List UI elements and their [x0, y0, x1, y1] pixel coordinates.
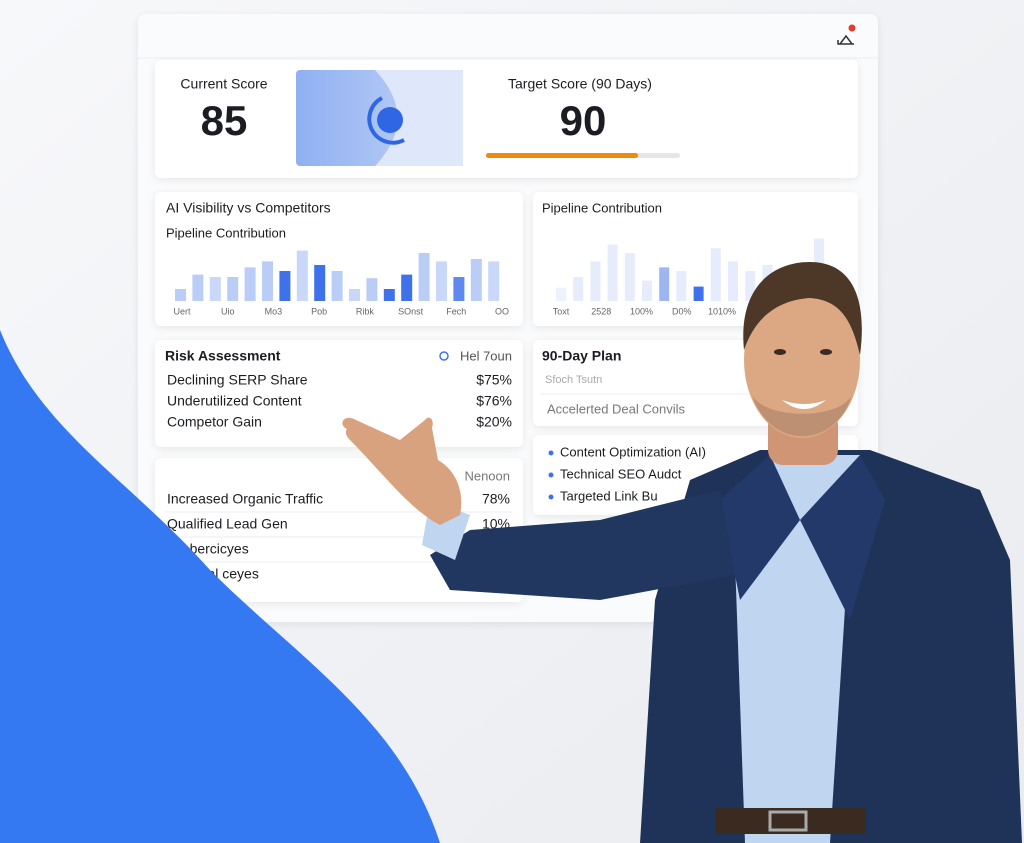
plan-subtitle: Sfoch Tsutn: [545, 374, 602, 386]
plan-title: 90-Day Plan: [542, 348, 621, 364]
bar: [401, 274, 413, 301]
bar: [192, 274, 204, 301]
risk-value: $20%: [476, 414, 512, 430]
plan-row: Accelerted Deal Convils: [547, 401, 686, 416]
bar: [331, 271, 343, 301]
outcome-value: 78%: [482, 491, 510, 507]
x-label: 2528: [591, 306, 611, 316]
presenter: [342, 262, 1022, 843]
bar: [418, 253, 430, 301]
x-label: 1010%: [708, 306, 736, 316]
bar: [728, 261, 738, 301]
bar: [296, 250, 308, 301]
bar: [659, 267, 670, 301]
risk-value: $75%: [476, 372, 512, 388]
bar: [676, 271, 687, 301]
plan-item: Technical SEO Audct: [560, 466, 682, 481]
gauge-dot: [377, 107, 403, 133]
bar: [624, 253, 635, 301]
chart-title: Pipeline Contribution: [542, 200, 662, 215]
x-label: SOnst: [398, 306, 424, 316]
chart-title: AI Visibility vs Competitors: [166, 200, 331, 216]
eye: [820, 349, 832, 355]
bar: [314, 265, 326, 301]
bar: [366, 278, 378, 301]
blue-swoosh: [0, 330, 440, 843]
bar: [175, 289, 186, 301]
outcome-item: Increased Organic Traffic: [167, 491, 323, 507]
tag-icon: [439, 351, 449, 361]
bar: [710, 248, 721, 301]
bar: [453, 277, 465, 301]
dashboard: Current Score 85 Target Score (90 Days) …: [138, 14, 878, 622]
target-label: Target Score (90 Days): [508, 76, 652, 92]
beard: [752, 395, 852, 437]
x-label: Toxt: [553, 306, 570, 316]
outcomes-header: Nenoon: [464, 468, 510, 483]
target-value: 90: [560, 97, 607, 144]
x-label: D0%: [672, 306, 692, 316]
progress-fill: [486, 153, 638, 158]
risk-tag: Hel 7oun: [460, 348, 512, 363]
face: [744, 282, 860, 438]
hand: [342, 417, 462, 525]
eye: [774, 349, 786, 355]
bar: [227, 277, 239, 301]
current-label: Current Score: [180, 76, 267, 92]
bar-chart: Uert Uio Mo3 Pob Ribk SOnst Fech OO: [173, 250, 509, 316]
buckle: [768, 810, 808, 832]
bar: [573, 277, 584, 301]
x-label: Ribk: [356, 306, 375, 316]
x-label: 100%: [630, 306, 653, 316]
bar: [436, 261, 447, 301]
bar: [262, 261, 273, 301]
bar: [745, 271, 756, 301]
bar: [556, 287, 566, 301]
bullet: [548, 450, 554, 456]
x-label: Fech: [446, 306, 466, 316]
plan-item: Content Optimization (AI): [560, 444, 706, 459]
bar: [590, 261, 601, 301]
lapels: [720, 455, 885, 620]
risk-title: Risk Assessment: [165, 348, 281, 364]
x-label: Pob: [311, 306, 327, 316]
current-value: 85: [201, 97, 248, 144]
x-label: Uert: [173, 306, 191, 316]
notification-dot: [848, 24, 856, 32]
bar: [488, 261, 500, 301]
bar: [349, 289, 360, 301]
x-label: OO: [495, 306, 509, 316]
share-icon[interactable]: [837, 34, 854, 45]
gauge-ring: [367, 96, 405, 145]
bar: [642, 280, 652, 301]
chart-subtitle: Pipeline Contribution: [166, 225, 286, 240]
risk-item: Underutilized Content: [167, 393, 302, 409]
outcome-item: Qualified Lead Gen: [167, 516, 288, 532]
bar: [209, 277, 221, 301]
risk-item: Competor Gain: [167, 414, 262, 430]
bar: [693, 286, 704, 301]
bar: [383, 289, 395, 301]
bar: [470, 259, 482, 301]
x-label: Mo3: [265, 306, 283, 316]
bar: [244, 267, 256, 301]
bar: [607, 244, 618, 301]
sleeve: [430, 490, 735, 600]
bar: [279, 271, 291, 301]
risk-value: $76%: [476, 393, 512, 409]
hair: [743, 262, 862, 355]
risk-item: Declining SERP Share: [167, 372, 308, 388]
bullet: [548, 472, 554, 478]
bullet: [548, 494, 554, 500]
x-label: Uio: [221, 306, 235, 316]
plan-item: Targeted Link Bu: [560, 488, 658, 503]
smile: [782, 400, 826, 409]
